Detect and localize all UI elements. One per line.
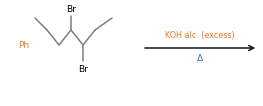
- Text: KOH alc. (excess): KOH alc. (excess): [165, 31, 235, 40]
- Text: Δ: Δ: [197, 54, 203, 63]
- Text: Br: Br: [78, 66, 88, 75]
- Text: Ph: Ph: [18, 42, 29, 50]
- Text: Br: Br: [66, 4, 76, 13]
